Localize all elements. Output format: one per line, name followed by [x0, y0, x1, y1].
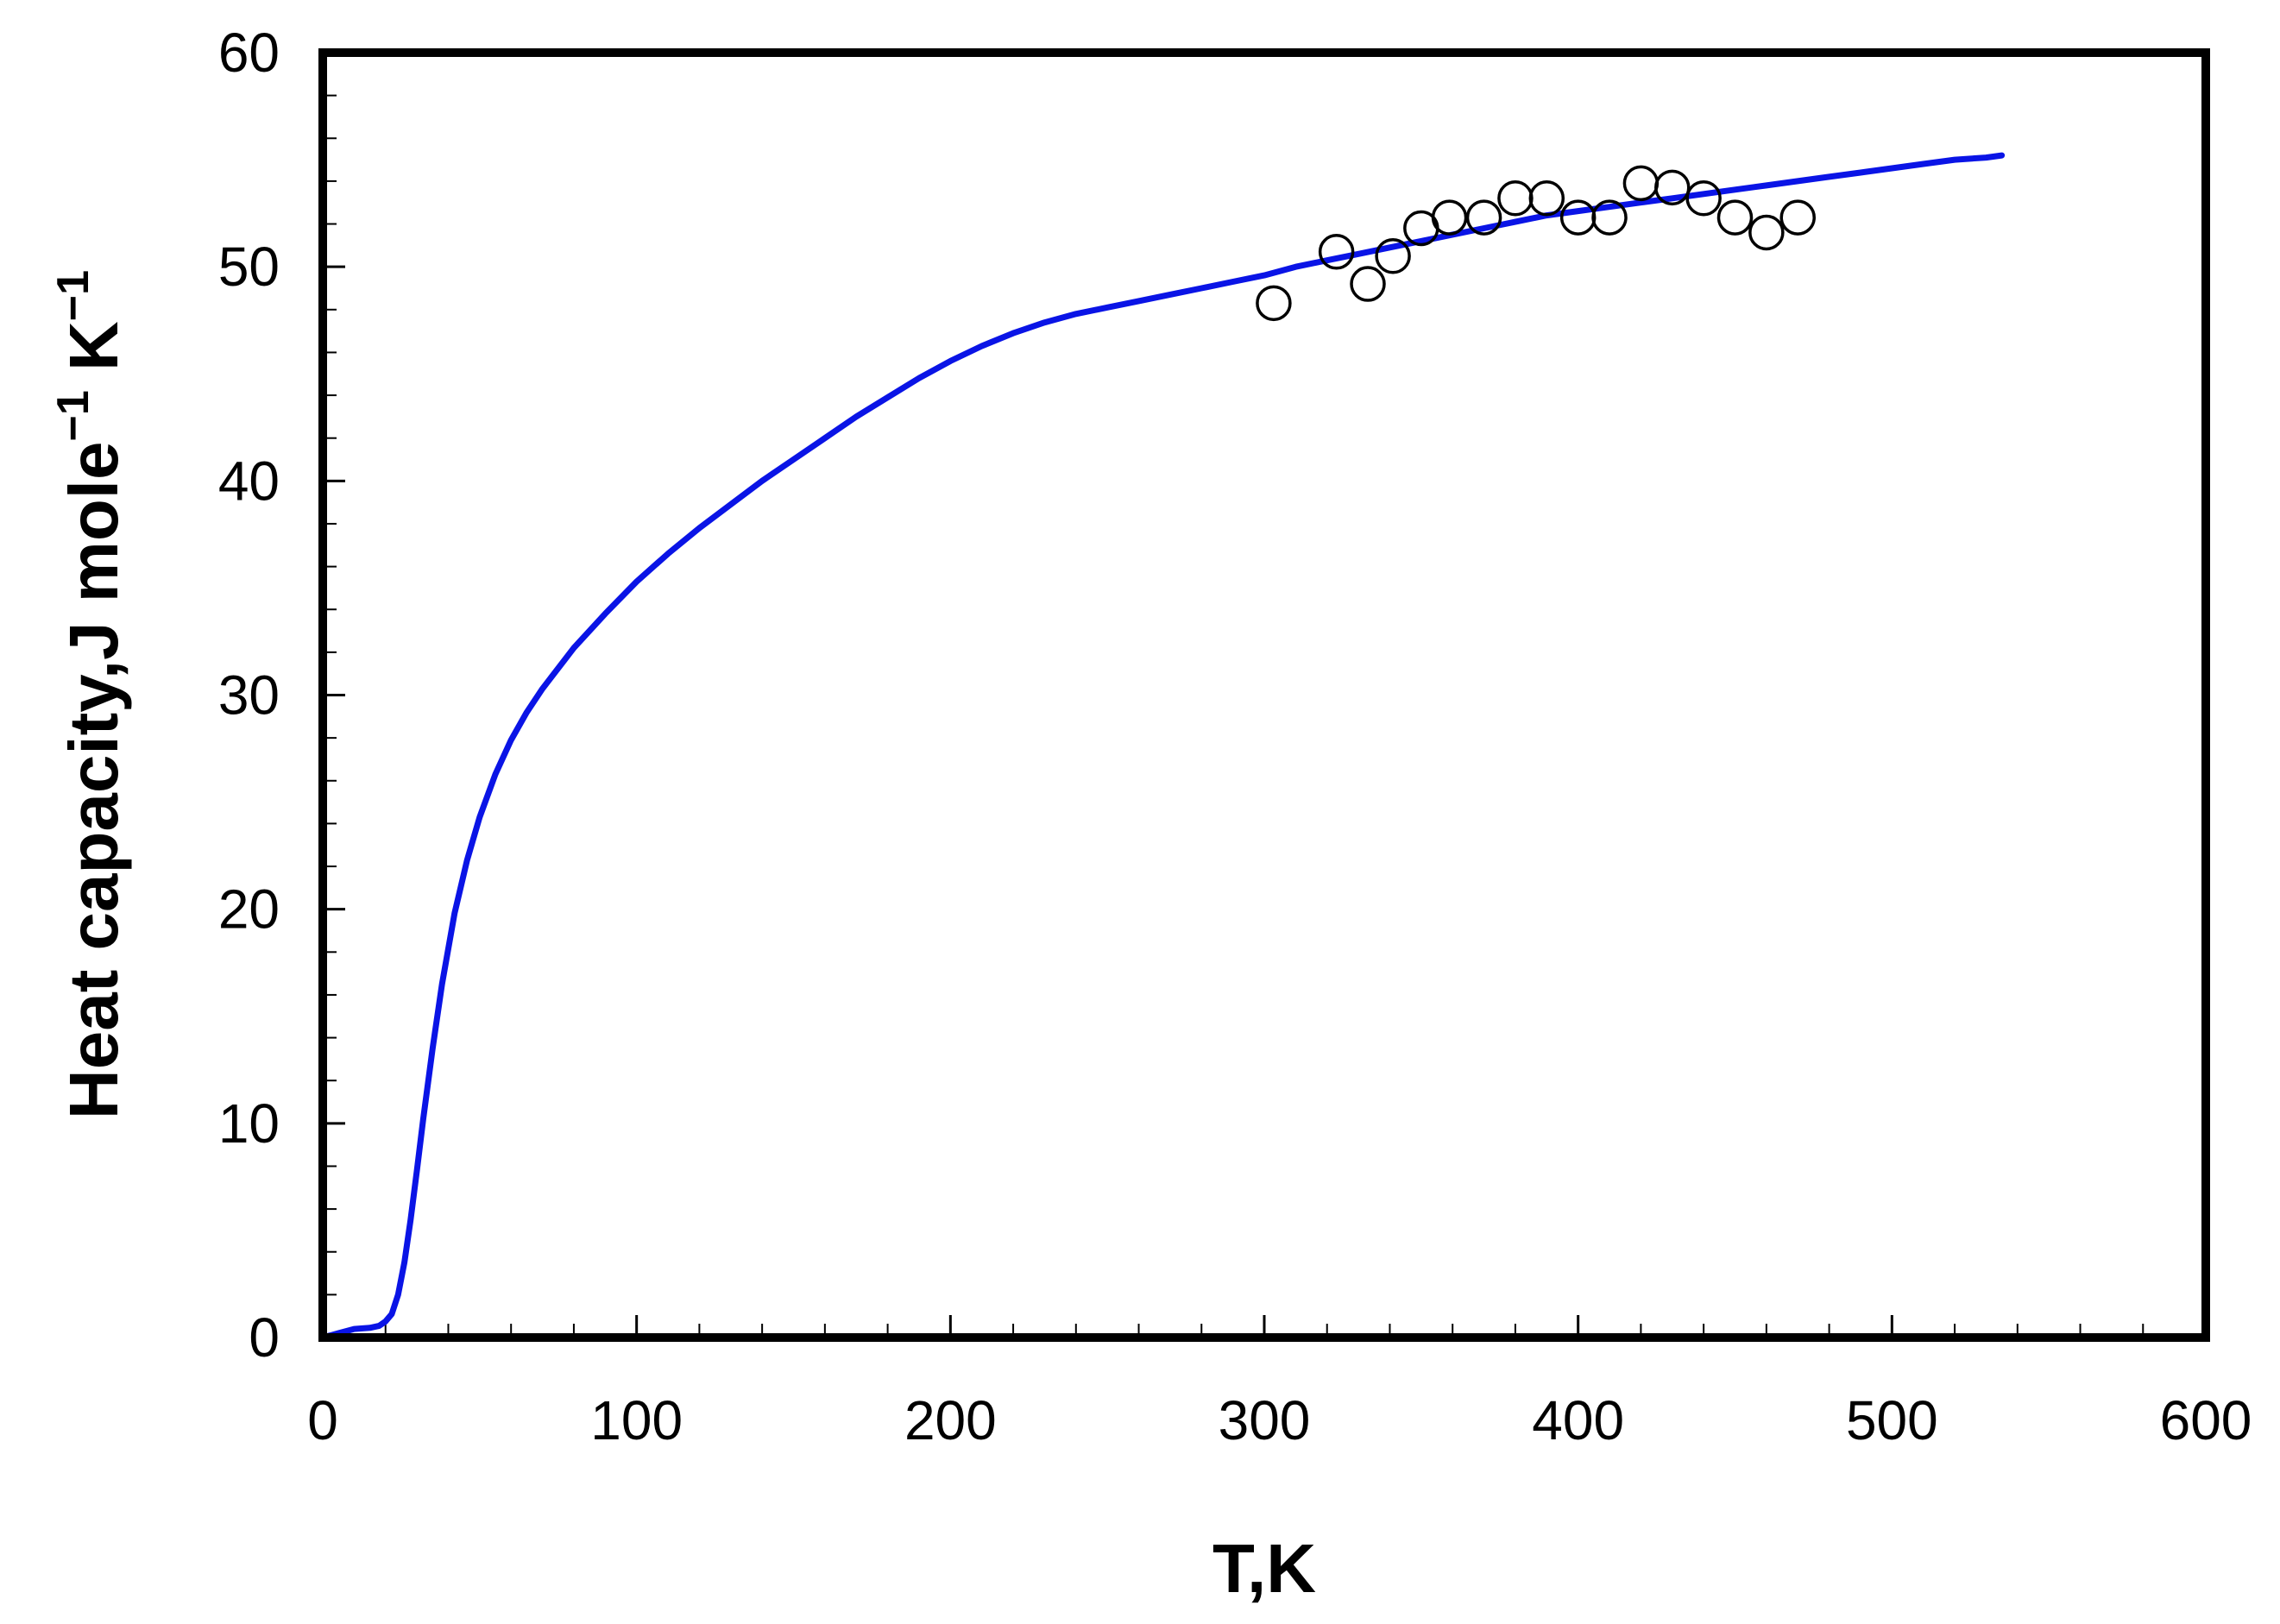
y-axis-title-main: Heat capacity,J mole	[55, 442, 132, 1120]
experimental-point-marker	[1465, 199, 1502, 236]
x-axis-title: T,K	[1212, 1530, 1316, 1607]
y-tick-label: 50	[218, 236, 280, 298]
x-tick-label: 500	[1846, 1389, 1938, 1451]
y-tick-label: 40	[218, 450, 280, 512]
experimental-point-marker	[1748, 214, 1785, 251]
y-tick-label: 20	[218, 878, 280, 941]
experimental-point-marker	[1350, 266, 1386, 302]
y-tick-label: 30	[218, 664, 280, 727]
experimental-point-marker	[1318, 234, 1355, 270]
experimental-point-marker	[1431, 199, 1468, 236]
x-tick-label: 400	[1532, 1389, 1624, 1451]
x-tick-labels: 0 100 200 300 400 500 600	[307, 1389, 2252, 1451]
x-tick-label: 100	[590, 1389, 683, 1451]
y-axis-title: Heat capacity,J mole−1 K−1	[48, 270, 132, 1119]
y-tick-label: 60	[218, 22, 280, 84]
y-axis-title-exponent-1: −1	[48, 390, 98, 441]
experimental-point-marker	[1528, 180, 1565, 217]
experimental-point-marker	[1716, 199, 1754, 236]
experimental-points	[1256, 165, 1816, 322]
experimental-point-marker	[1685, 180, 1722, 217]
series-layer	[319, 152, 2006, 1341]
calculated-heat-capacity-line	[319, 152, 2006, 1341]
x-tick-label: 600	[2160, 1389, 2252, 1451]
experimental-point-marker	[1256, 285, 1292, 322]
y-tick-label: 0	[249, 1306, 280, 1369]
y-tick-label: 10	[218, 1092, 280, 1155]
plot-area-frame	[318, 48, 2210, 1342]
experimental-point-marker	[1375, 238, 1411, 274]
x-tick-label: 200	[904, 1389, 997, 1451]
x-tick-label: 300	[1219, 1389, 1311, 1451]
experimental-point-marker	[1591, 199, 1628, 236]
experimental-point-marker	[1654, 169, 1691, 206]
experimental-point-marker	[1779, 199, 1816, 236]
y-axis-title-exponent-2: −1	[48, 270, 98, 321]
x-tick-label: 0	[307, 1389, 338, 1451]
y-tick-labels: 0 10 20 30 40 50 60	[218, 22, 280, 1369]
y-axis-title-unit-k: K	[55, 321, 132, 390]
